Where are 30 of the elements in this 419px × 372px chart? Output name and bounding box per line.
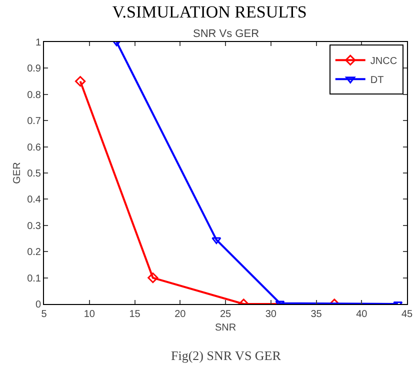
x-tick-label: 30 [265, 309, 277, 320]
x-tick-label: 20 [174, 309, 186, 320]
y-tick-label: 0.2 [27, 247, 42, 258]
y-tick-label: 0.7 [27, 116, 42, 128]
x-tick-label: 45 [401, 309, 413, 320]
chart-subtitle: SNR Vs GER [193, 28, 260, 40]
point [75, 76, 86, 87]
x-tick-label: 35 [310, 309, 322, 320]
point [212, 237, 222, 244]
y-tick-label: 0.6 [27, 142, 42, 154]
y-tick-label: 0.5 [27, 168, 42, 180]
chart-title: V.SIMULATION RESULTS [112, 2, 307, 22]
x-axis-title: SNR [214, 322, 236, 334]
y-tick-label: 0.1 [27, 273, 42, 284]
y-tick-label: 0.3 [27, 220, 42, 232]
x-tick-label: 25 [220, 309, 232, 320]
y-tick-label: 1 [35, 38, 42, 48]
x-tick-label: 5 [41, 309, 48, 320]
y-tick-label: 0.8 [27, 90, 42, 101]
text: Fig(2) SNR VS GER [171, 348, 282, 363]
y-tick-label: 0.9 [27, 64, 42, 75]
x-tick-label: 40 [356, 309, 368, 320]
legend-label: DT [370, 75, 384, 86]
x-tick-label: 10 [84, 309, 96, 320]
x-tick-label: 15 [129, 309, 141, 320]
point [148, 272, 158, 284]
legend-label: JNCC [370, 56, 398, 68]
y-tick-label: 0 [35, 300, 42, 310]
y-tick-label: 0.4 [27, 194, 42, 206]
y-axis-title: GER [12, 162, 24, 184]
